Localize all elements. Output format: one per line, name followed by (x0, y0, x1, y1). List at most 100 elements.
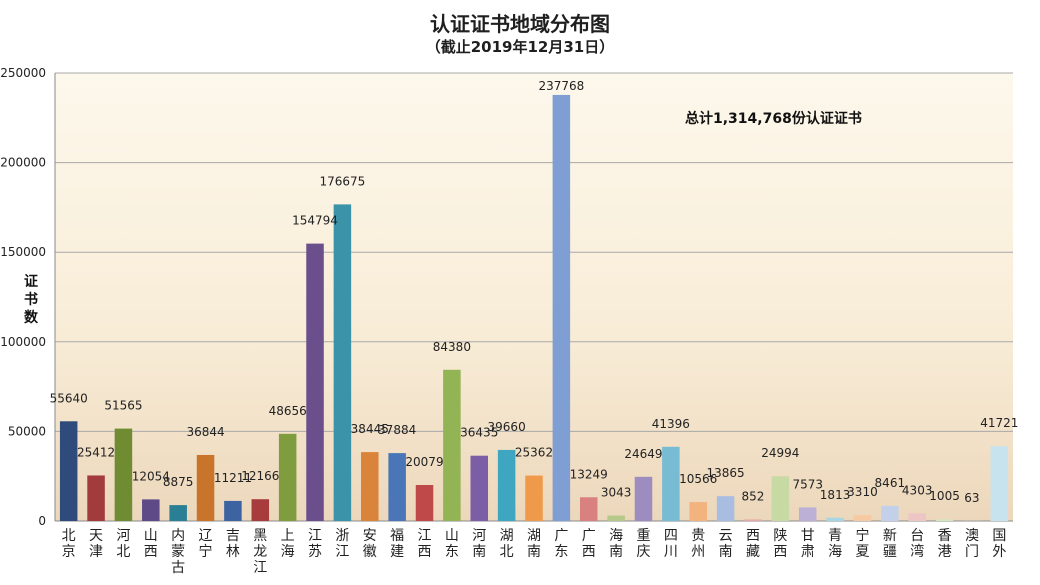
category-label: 江苏 (308, 528, 322, 560)
value-label: 1813 (820, 488, 851, 502)
value-label: 63 (964, 491, 979, 505)
value-label: 38445 (351, 422, 389, 436)
value-label: 13865 (707, 466, 745, 480)
value-label: 25362 (515, 446, 553, 460)
value-label: 154794 (292, 214, 338, 228)
bar (716, 496, 735, 521)
bar (525, 475, 543, 521)
category-label: 甘肃 (801, 528, 815, 560)
bar (908, 513, 926, 521)
category-label: 广西 (582, 528, 596, 560)
category-label: 北京 (62, 528, 76, 560)
y-tick-label: 50000 (8, 424, 46, 438)
category-label: 山西 (144, 528, 158, 560)
value-label: 8875 (163, 475, 194, 489)
value-label: 37884 (378, 423, 416, 437)
chart-subtitle: （截止2019年12月31日） (425, 38, 615, 56)
category-label: 贵州 (691, 528, 705, 560)
bar (87, 475, 105, 521)
value-label: 84380 (433, 340, 471, 354)
category-label: 云南 (719, 528, 733, 560)
category-label: 辽宁 (199, 528, 213, 560)
bar (443, 369, 461, 521)
value-label: 36844 (186, 425, 224, 439)
value-label: 852 (742, 489, 765, 503)
bar (278, 433, 297, 521)
category-label: 香港 (938, 528, 952, 560)
bar (388, 453, 406, 521)
bar (990, 446, 1009, 521)
bar (142, 499, 160, 521)
value-label: 41721 (980, 416, 1018, 430)
value-label: 8461 (875, 476, 906, 490)
category-label: 国外 (992, 528, 1006, 560)
category-label: 西藏 (746, 528, 760, 560)
grid-lines: 0 50000 100000 150000 200000 250000 (0, 66, 1013, 528)
category-label: 天津 (89, 528, 103, 560)
value-label: 39660 (488, 420, 526, 434)
bar (798, 507, 817, 521)
value-label: 36435 (460, 426, 498, 440)
category-label: 重庆 (636, 528, 650, 560)
bar (579, 497, 598, 521)
value-label: 10566 (679, 472, 717, 486)
y-tick-label: 0 (38, 514, 46, 528)
bar (114, 428, 133, 521)
bar (497, 449, 516, 521)
category-label: 宁夏 (855, 527, 869, 560)
y-tick-label: 100000 (0, 335, 46, 349)
category-label: 上海 (281, 528, 295, 560)
category-labels: 北京天津河北山西内蒙古辽宁吉林黑龙江上海江苏浙江安徽福建江西山东河南湖北湖南广东… (62, 527, 1007, 576)
value-label: 1005 (929, 489, 960, 503)
category-label: 江西 (418, 528, 432, 560)
value-label: 12054 (132, 469, 170, 483)
bar (306, 243, 324, 522)
category-label: 浙江 (335, 528, 349, 560)
category-label: 福建 (390, 528, 404, 560)
bar (689, 502, 707, 521)
bar (361, 452, 379, 521)
value-label: 176675 (319, 174, 365, 188)
bar (607, 515, 625, 521)
category-label: 河南 (472, 528, 486, 560)
chart-title: 认证证书地域分布图 (430, 12, 610, 36)
category-label: 海南 (609, 528, 623, 560)
bar (196, 454, 215, 521)
value-label: 20079 (405, 455, 443, 469)
category-label: 河北 (116, 528, 130, 560)
value-label: 12166 (241, 469, 279, 483)
y-tick-label: 200000 (0, 156, 46, 170)
category-label: 吉林 (226, 528, 240, 560)
category-label: 内蒙古 (171, 528, 185, 576)
bar (826, 517, 844, 521)
plot-area (55, 73, 1013, 521)
bar (771, 476, 790, 521)
category-label: 台湾 (910, 528, 924, 560)
bar (662, 446, 680, 521)
category-label: 黑龙江 (253, 528, 267, 576)
category-label: 湖南 (527, 528, 541, 560)
bar (251, 499, 270, 521)
value-label: 4303 (902, 483, 933, 497)
bar (415, 485, 434, 521)
category-label: 湖北 (500, 528, 514, 560)
y-axis-label: 证书数 (24, 274, 39, 326)
value-label: 7573 (792, 477, 823, 491)
value-label: 25412 (77, 445, 115, 459)
bar (169, 505, 187, 521)
category-label: 陕西 (773, 528, 787, 560)
category-label: 安徽 (363, 528, 377, 560)
value-label: 24994 (761, 446, 799, 460)
category-label: 新疆 (883, 528, 897, 560)
value-label: 13249 (570, 467, 608, 481)
bar (935, 519, 954, 521)
value-label: 237768 (538, 79, 584, 93)
value-label: 41396 (652, 417, 690, 431)
category-label: 四川 (664, 528, 678, 560)
value-label: 48656 (269, 404, 307, 418)
value-label: 3310 (847, 485, 878, 499)
y-tick-label: 250000 (0, 66, 46, 80)
bars (59, 94, 1009, 522)
